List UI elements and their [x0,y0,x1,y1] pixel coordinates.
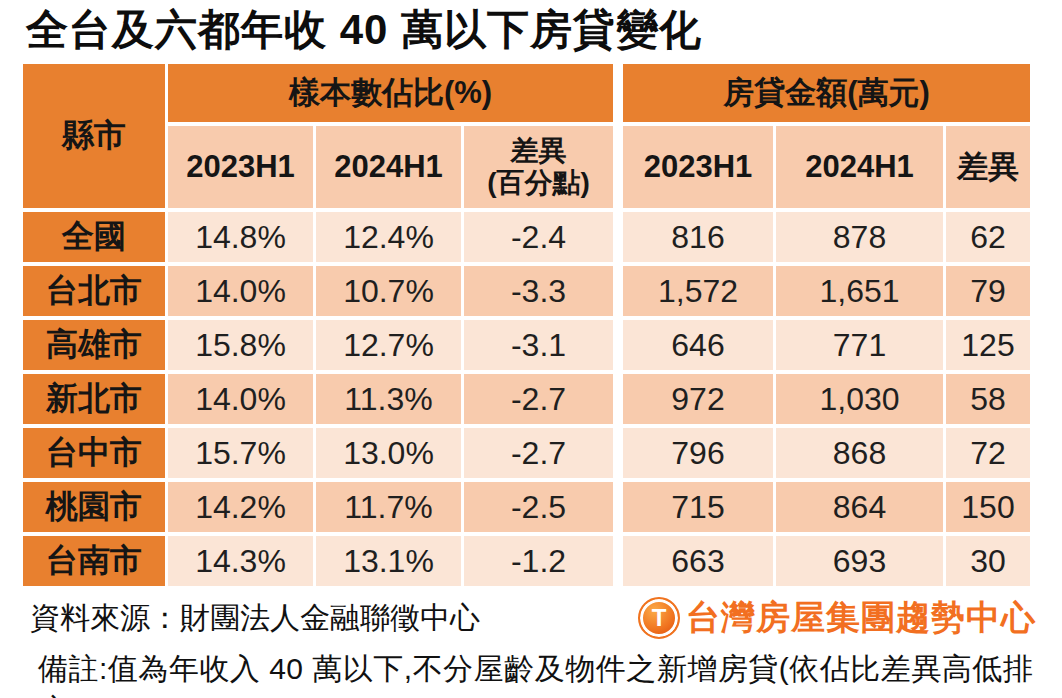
page-title: 全台及六都年收 40 萬以下房貸變化 [26,6,1062,54]
table-cell: 15.7% [168,428,313,478]
column-spacer [616,212,620,262]
table-cell: 1,572 [623,266,773,316]
column-spacer [616,320,620,370]
region-cell: 全國 [23,212,165,262]
table-cell: 816 [623,212,773,262]
data-table: 縣市 樣本數佔比(%) 房貸金額(萬元) 2023H1 2024H1 差異 (百… [23,64,1009,586]
column-header-pct-diff-line2: (百分點) [487,167,590,199]
region-cell: 新北市 [23,374,165,424]
table-cell: 693 [776,536,943,586]
column-spacer [616,536,620,586]
group-header-sample-share: 樣本數佔比(%) [168,64,613,122]
column-header-pct-diff-line1: 差異 [511,135,567,167]
group-header-loan-amount: 房貸金額(萬元) [623,64,1030,122]
table-cell: 79 [946,266,1030,316]
table-cell: 646 [623,320,773,370]
table-cell: 14.0% [168,266,313,316]
table-cell: 10.7% [316,266,461,316]
brand-logo: T 台灣房屋集團趨勢中心 [638,595,1036,641]
table-cell: 663 [623,536,773,586]
region-cell: 高雄市 [23,320,165,370]
table-cell: 58 [946,374,1030,424]
table-cell: 14.8% [168,212,313,262]
column-spacer [616,482,620,532]
table-cell: 12.4% [316,212,461,262]
column-header-pct-2023: 2023H1 [168,126,313,208]
table-cell: 864 [776,482,943,532]
column-spacer [616,266,620,316]
region-cell: 桃園市 [23,482,165,532]
region-cell: 台北市 [23,266,165,316]
table-cell: 1,651 [776,266,943,316]
table-cell: 11.3% [316,374,461,424]
column-header-pct-diff: 差異 (百分點) [464,126,613,208]
column-spacer [616,374,620,424]
table-cell: 13.1% [316,536,461,586]
column-spacer [616,428,620,478]
table-cell: 796 [623,428,773,478]
table-cell: 878 [776,212,943,262]
table-cell: 15.8% [168,320,313,370]
table-cell: -2.7 [464,428,613,478]
footnote-text: 備註:值為年收入 40 萬以下,不分屋齡及物件之新增房貸(依佔比差異高低排序) [38,649,1062,698]
brand-name: 台灣房屋集團趨勢中心 [686,595,1036,641]
table-cell: 972 [623,374,773,424]
region-cell: 台中市 [23,428,165,478]
region-cell: 台南市 [23,536,165,586]
table-cell: 62 [946,212,1030,262]
table-cell: 125 [946,320,1030,370]
table-cell: 30 [946,536,1030,586]
table-cell: 715 [623,482,773,532]
table-cell: -2.5 [464,482,613,532]
table-cell: 11.7% [316,482,461,532]
column-header-amt-diff: 差異 [946,126,1030,208]
table-cell: 14.0% [168,374,313,424]
table-cell: 150 [946,482,1030,532]
table-cell: 14.3% [168,536,313,586]
column-header-pct-2024: 2024H1 [316,126,461,208]
table-cell: 13.0% [316,428,461,478]
column-spacer [616,64,620,122]
table-cell: 14.2% [168,482,313,532]
table-cell: -3.3 [464,266,613,316]
column-header-amt-2023: 2023H1 [623,126,773,208]
table-cell: 12.7% [316,320,461,370]
table-cell: -1.2 [464,536,613,586]
data-source-text: 資料來源：財團法人金融聯徵中心 [30,598,480,639]
infographic-page: 全台及六都年收 40 萬以下房貸變化 縣市 樣本數佔比(%) 房貸金額(萬元) … [0,6,1062,698]
table-cell: -3.1 [464,320,613,370]
table-cell: 868 [776,428,943,478]
column-header-amt-2024: 2024H1 [776,126,943,208]
table-cell: -2.7 [464,374,613,424]
table-cell: 72 [946,428,1030,478]
table-cell: -2.4 [464,212,613,262]
table-cell: 771 [776,320,943,370]
brand-t-icon: T [638,597,680,639]
table-cell: 1,030 [776,374,943,424]
column-spacer [616,126,620,208]
footer: 資料來源：財團法人金融聯徵中心 T 台灣房屋集團趨勢中心 [30,595,1036,641]
column-header-region: 縣市 [23,64,165,208]
